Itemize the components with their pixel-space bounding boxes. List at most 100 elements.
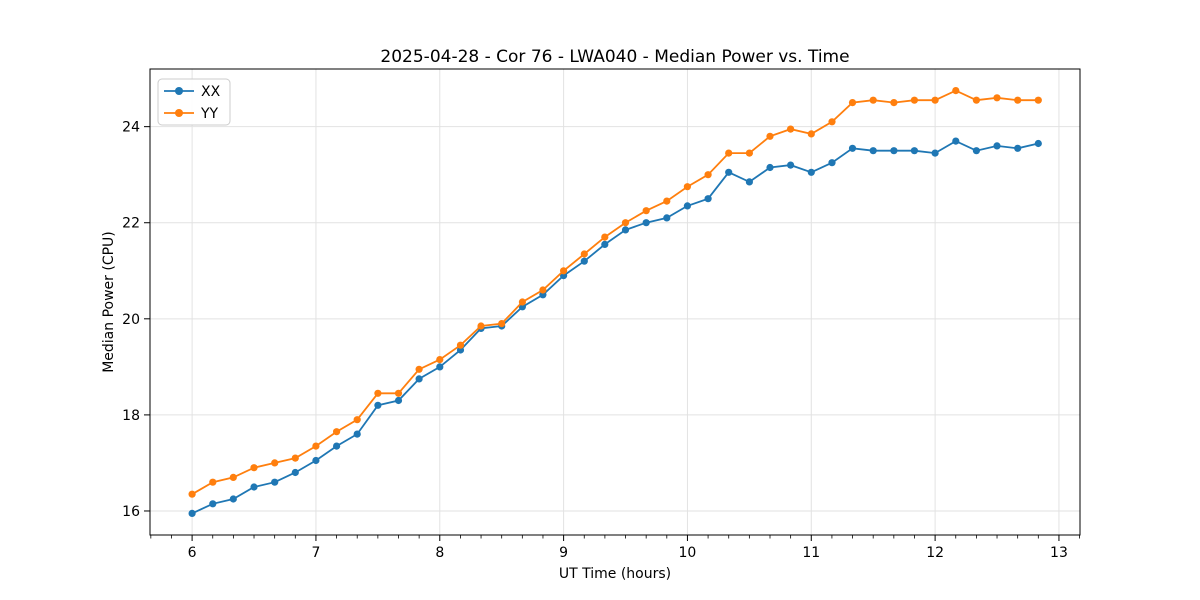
data-point-xx	[229, 495, 237, 503]
series-line-xx	[191, 140, 1039, 515]
data-point-xx	[725, 168, 733, 176]
x-tick-label: 10	[679, 545, 697, 561]
tick-label-layer: 6 7 8 9 10 11 12 13 16 18 20 22 24	[122, 120, 1068, 561]
data-point-xx	[848, 144, 857, 152]
data-point-xx	[394, 396, 403, 405]
data-point-yy	[890, 99, 898, 107]
data-point-xx	[807, 168, 815, 176]
y-tick-label: 18	[122, 408, 140, 424]
data-point-yy	[663, 197, 671, 205]
data-point-yy	[910, 96, 919, 104]
data-point-xx	[931, 149, 939, 157]
data-point-yy	[353, 416, 361, 424]
data-point-xx	[312, 456, 320, 465]
data-point-xx	[271, 478, 279, 486]
data-point-xx	[952, 137, 960, 145]
data-point-yy	[436, 356, 444, 364]
data-point-yy	[621, 219, 630, 227]
data-point-yy	[745, 149, 754, 157]
data-point-yy	[188, 490, 196, 498]
data-point-yy	[415, 365, 423, 373]
data-point-xx	[601, 240, 609, 248]
data-point-yy	[972, 96, 981, 104]
series-layer	[188, 87, 1042, 517]
data-point-yy	[456, 341, 465, 349]
data-point-yy	[209, 478, 217, 486]
y-tick-label: 22	[122, 216, 140, 232]
x-tick-label: 13	[1050, 545, 1068, 561]
data-point-yy	[333, 428, 341, 436]
y-tick-label: 16	[122, 504, 140, 520]
data-point-xx	[787, 161, 795, 169]
x-tick-label: 6	[188, 545, 197, 561]
plot-frame	[149, 68, 1081, 536]
data-point-xx	[704, 195, 712, 203]
x-tick-label: 12	[926, 545, 944, 561]
data-point-xx	[663, 214, 671, 222]
data-point-xx	[972, 147, 981, 155]
data-point-yy	[1034, 96, 1042, 104]
data-point-xx	[374, 401, 382, 409]
data-point-yy	[498, 320, 506, 328]
data-point-yy	[374, 389, 382, 397]
data-point-xx	[745, 178, 754, 186]
data-point-yy	[704, 171, 712, 179]
legend-marker	[175, 109, 183, 117]
x-axis-label: UT Time (hours)	[559, 566, 671, 582]
data-point-yy	[250, 464, 258, 472]
data-point-xx	[828, 159, 836, 167]
data-point-xx	[188, 509, 196, 517]
y-tick-label: 24	[122, 120, 140, 136]
data-point-yy	[725, 149, 733, 157]
data-point-xx	[1034, 139, 1042, 148]
data-point-yy	[1014, 96, 1022, 104]
data-point-yy	[580, 250, 588, 258]
data-point-xx	[436, 363, 444, 371]
data-point-yy	[518, 298, 527, 306]
data-point-yy	[477, 322, 485, 330]
legend: XX YY	[157, 78, 231, 126]
data-point-yy	[229, 473, 237, 481]
data-point-xx	[766, 163, 774, 172]
data-point-xx	[890, 147, 898, 155]
data-point-xx	[415, 375, 423, 383]
data-point-xx	[209, 500, 217, 508]
data-point-yy	[952, 87, 960, 95]
data-point-yy	[291, 454, 299, 462]
data-point-yy	[766, 132, 774, 140]
data-point-yy	[869, 96, 877, 104]
data-point-yy	[828, 118, 836, 126]
data-point-xx	[621, 226, 630, 234]
data-point-xx	[291, 468, 299, 477]
data-point-yy	[848, 99, 857, 107]
y-axis-label: Median Power (CPU)	[101, 231, 117, 373]
data-point-yy	[931, 96, 939, 104]
x-tick-label: 11	[802, 545, 820, 561]
data-point-xx	[993, 142, 1001, 150]
data-point-yy	[807, 130, 815, 138]
x-tick-label: 7	[311, 545, 320, 561]
data-point-yy	[539, 286, 547, 294]
data-point-xx	[683, 202, 692, 210]
chart-title: 2025-04-28 - Cor 76 - LWA040 - Median Po…	[380, 47, 849, 67]
grid-layer	[150, 69, 1080, 535]
data-point-xx	[642, 219, 650, 227]
data-point-xx	[910, 147, 919, 155]
x-tick-label: 9	[559, 545, 568, 561]
data-point-xx	[353, 430, 361, 438]
data-point-yy	[560, 267, 568, 275]
data-point-yy	[683, 183, 692, 191]
data-point-yy	[993, 94, 1001, 102]
data-point-yy	[787, 125, 795, 133]
data-point-yy	[271, 459, 279, 467]
tick-layer	[144, 126, 1080, 541]
data-point-yy	[601, 233, 609, 241]
data-point-yy	[642, 207, 650, 215]
data-point-xx	[869, 147, 877, 155]
data-point-xx	[333, 442, 341, 450]
legend-label-xx: XX	[201, 84, 221, 100]
x-tick-label: 8	[435, 545, 444, 561]
data-point-xx	[1014, 144, 1022, 152]
